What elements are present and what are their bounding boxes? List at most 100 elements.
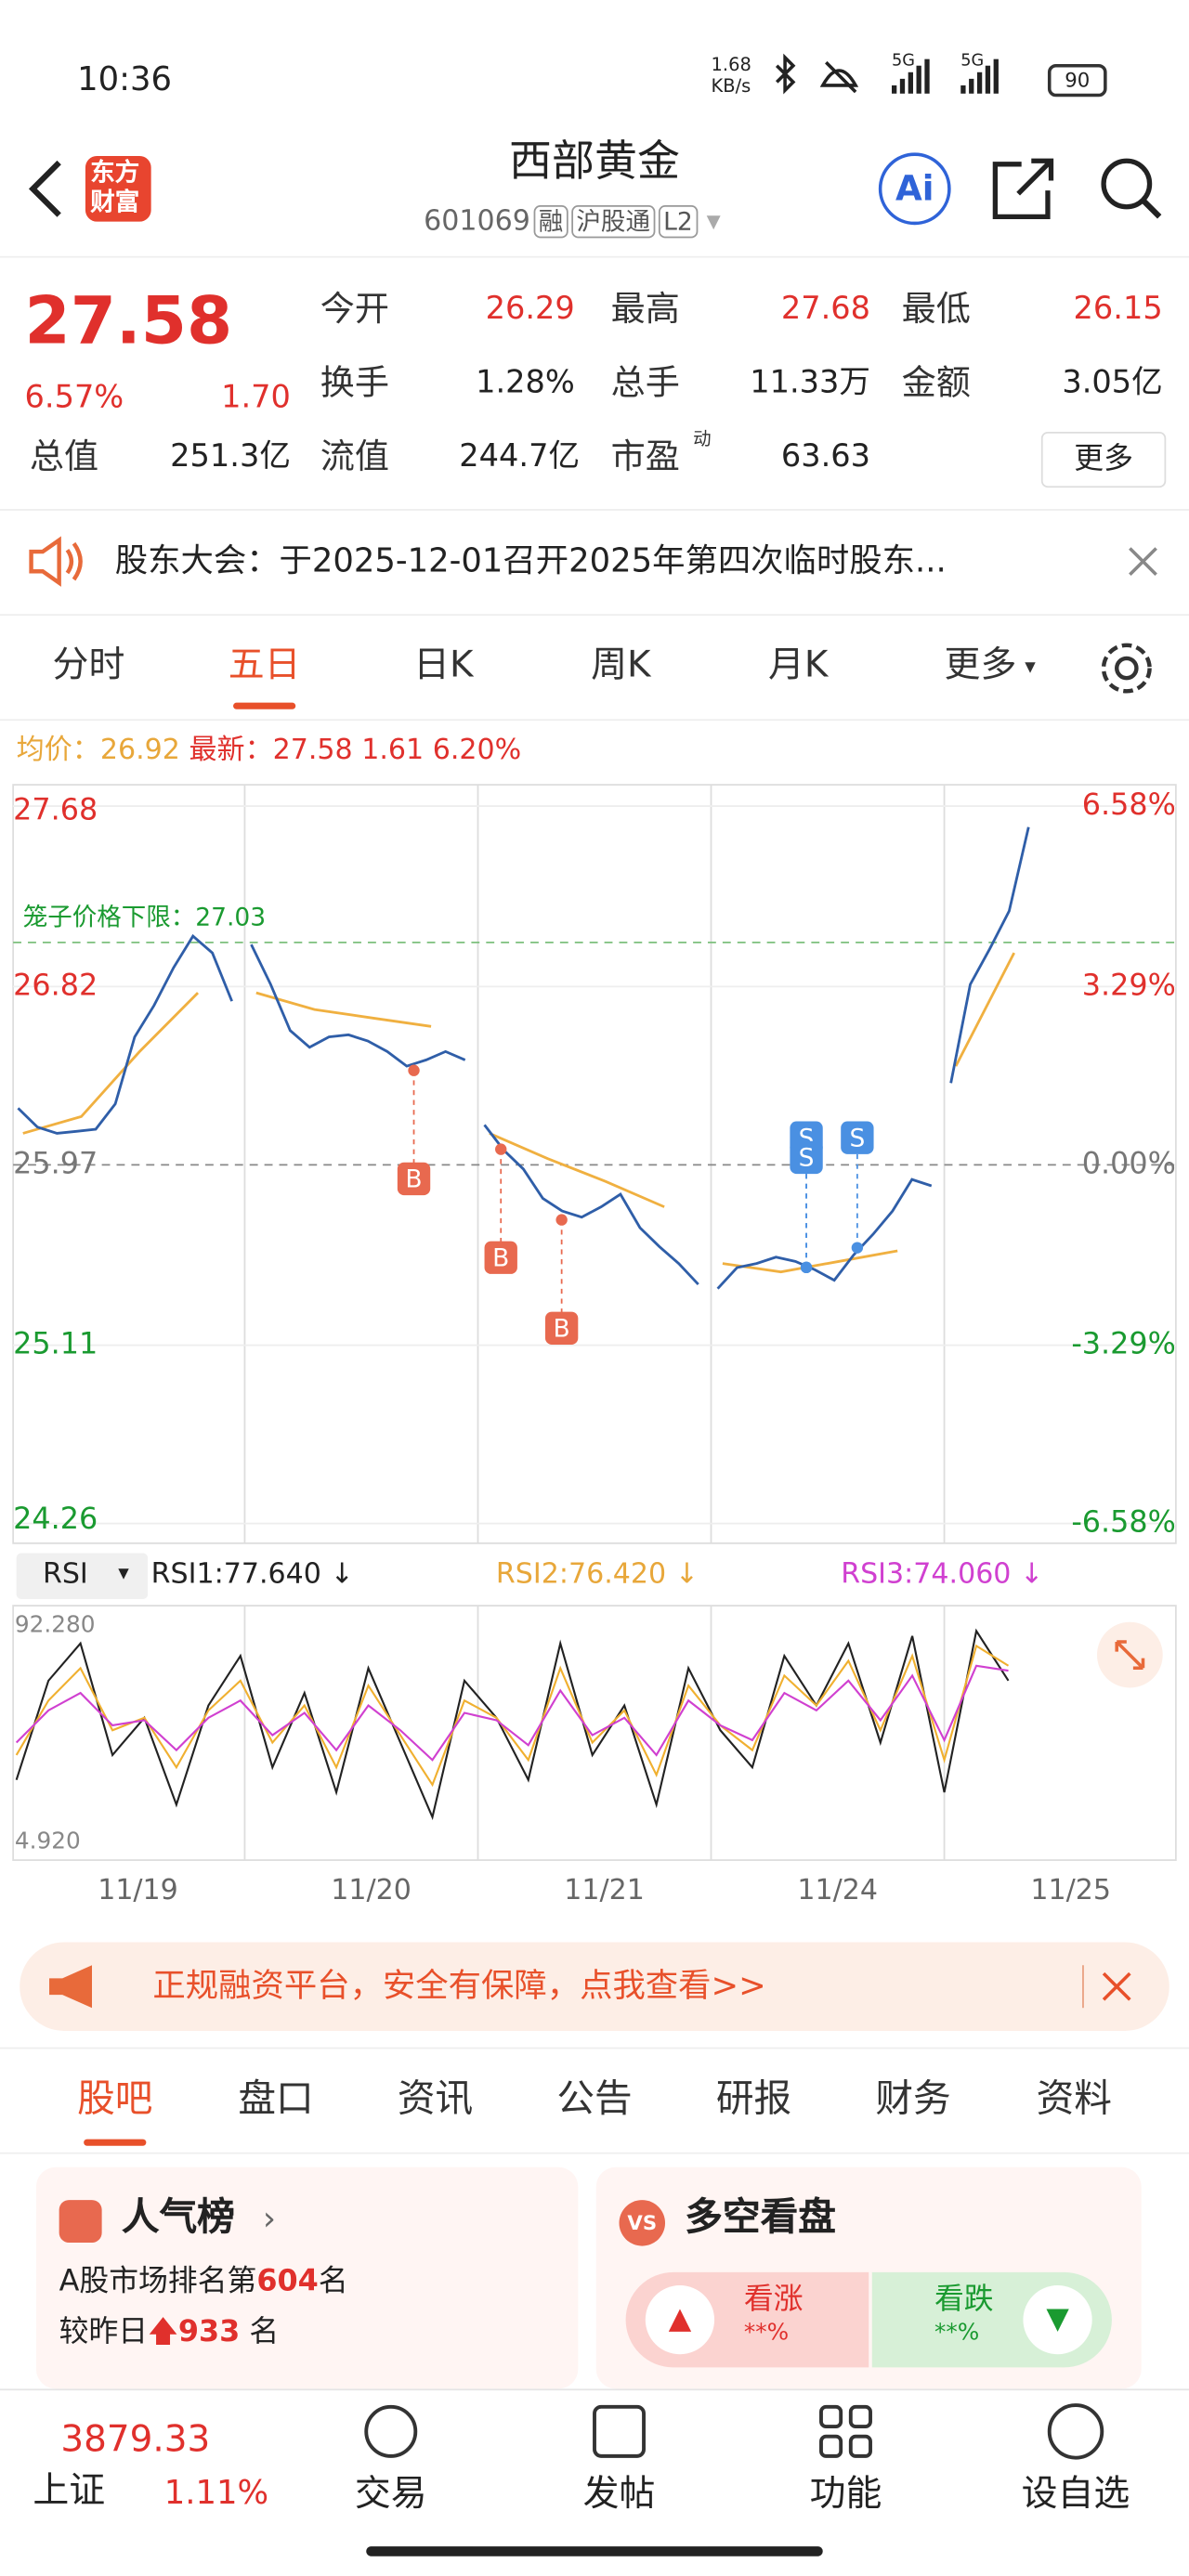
field-label: 总值: [29, 436, 99, 476]
avg-line: [22, 992, 200, 1135]
index-change: 1.11%: [163, 2472, 269, 2512]
header-actions: [992, 158, 1162, 220]
field-label: 市盈: [610, 436, 680, 476]
bear-label: 看跌: [934, 2282, 994, 2317]
signal-bars: [892, 59, 999, 94]
info-tab[interactable]: 资讯: [397, 2078, 474, 2122]
share-button[interactable]: [992, 158, 1054, 220]
tag: 融: [533, 204, 568, 239]
chevron: ›: [262, 2198, 277, 2238]
bear-value: **%: [934, 2320, 980, 2347]
down-icon: ▼: [1023, 2285, 1092, 2355]
more-button[interactable]: 更多: [1040, 431, 1167, 488]
index-value[interactable]: 3879.33: [60, 2419, 211, 2462]
bull-value: **%: [743, 2320, 790, 2347]
trade-icon: [364, 2404, 418, 2458]
post-icon: [593, 2404, 646, 2458]
signal-label: 5G: [960, 52, 985, 72]
marker-label: B: [492, 1244, 509, 1273]
rsi2-label: RSI2:76.420 ↓: [495, 1557, 699, 1592]
settings-button[interactable]: [1097, 639, 1156, 698]
close-button[interactable]: [1127, 545, 1159, 578]
period-tab[interactable]: 月K: [768, 644, 829, 687]
field-value: 251.3亿: [170, 438, 291, 475]
field-value: 26.15: [1073, 290, 1163, 327]
bull-button[interactable]: ▲ 看涨 **%: [625, 2271, 869, 2368]
nav-item[interactable]: 发帖: [582, 2474, 656, 2516]
period-tab[interactable]: 周K: [591, 644, 651, 687]
sentiment-card[interactable]: VS 多空看盘 ▲ 看涨 **% 看跌 **% ▼: [595, 2166, 1142, 2389]
field-value: 26.29: [485, 290, 575, 327]
field-value: 3.05亿: [1062, 364, 1163, 401]
field-label: 最高: [610, 289, 680, 329]
field-value: 1.28%: [476, 364, 575, 401]
banner-close[interactable]: [1101, 1971, 1133, 2003]
indicator-selector[interactable]: RSI ▾: [16, 1553, 149, 1599]
latest-label: 最新：: [189, 734, 273, 767]
divider: [0, 2152, 1189, 2154]
field-label: 最低: [901, 289, 971, 329]
marker-label: B: [405, 1165, 422, 1194]
rank-change: 933: [177, 2314, 241, 2349]
rank-line: A股市场排名第604名: [59, 2267, 348, 2297]
notice-text[interactable]: 股东大会：于2025-12-01召开2025年第四次临时股东...: [114, 540, 947, 580]
search-button[interactable]: [1101, 158, 1162, 219]
divider: [0, 614, 1189, 616]
index-name: 上证: [33, 2470, 106, 2512]
y2-tick-label: 6.58%: [1082, 787, 1176, 822]
nav-item[interactable]: 功能: [809, 2474, 882, 2516]
chart-header: 均价：26.92 最新：27.58 1.61 6.20%: [17, 734, 522, 767]
marker-label: S: [799, 1144, 815, 1173]
price-line: [250, 943, 466, 1068]
period-tab[interactable]: 更多: [944, 644, 1017, 687]
field-value: 11.33万: [750, 364, 871, 401]
marker-dot: [851, 1242, 864, 1254]
signal-label: 5G: [892, 52, 915, 72]
text: 名: [318, 2264, 348, 2299]
y2-tick-label: -6.58%: [1071, 1504, 1176, 1540]
nav-item[interactable]: 设自选: [1021, 2474, 1130, 2516]
logo-text: 东方: [90, 157, 140, 188]
popularity-card[interactable]: 人气榜 › A股市场排名第604名 较昨日🡅933 名: [35, 2166, 579, 2389]
bear-button[interactable]: 看跌 **% ▼: [871, 2271, 1112, 2368]
promo-banner[interactable]: 正规融资平台，安全有保障，点我查看>>: [20, 1942, 1169, 2031]
x-tick-label: 11/20: [331, 1874, 412, 1906]
dropdown-caret: ▾: [706, 204, 721, 239]
field-value: 63.63: [780, 438, 871, 475]
logo-text: 财富: [90, 187, 140, 217]
expand-icon: [1115, 1640, 1145, 1671]
marker-dot: [408, 1064, 420, 1076]
status-icons: [775, 53, 999, 95]
info-tab[interactable]: 研报: [715, 2078, 792, 2122]
info-tab[interactable]: 公告: [556, 2078, 633, 2122]
bluetooth-icon: [775, 53, 796, 95]
ai-button[interactable]: Ai: [878, 152, 951, 226]
battery: 90: [1047, 63, 1107, 98]
info-tab[interactable]: 财务: [875, 2078, 951, 2122]
info-tab[interactable]: 资料: [1036, 2078, 1112, 2122]
five-day-chart: 24.26 -6.58% 25.11 -3.29% 25.97 0.00% 26.82 3.2…: [12, 784, 1177, 1906]
card-title: 人气榜: [121, 2196, 235, 2240]
period-tab[interactable]: 五日: [228, 644, 301, 687]
nav-icons: [364, 2403, 1104, 2460]
stock-code-row: 601069 融沪股通 L2 ▾: [424, 204, 721, 239]
marker-badge: [484, 1241, 517, 1274]
price-line: [483, 1124, 699, 1286]
tag: L2: [658, 204, 699, 239]
divider: [0, 719, 1189, 722]
avg-value: 26.92: [99, 734, 180, 767]
back-button[interactable]: [20, 156, 69, 222]
text: 较昨日: [59, 2314, 149, 2349]
nav-item[interactable]: 交易: [354, 2474, 427, 2516]
separator: [1082, 1965, 1084, 2009]
period-tab[interactable]: 日K: [413, 644, 474, 687]
period-tab[interactable]: 分时: [52, 644, 125, 687]
rsi-line: [15, 1628, 1010, 1821]
field-label: 换手: [320, 362, 390, 403]
field-label-sup: 动: [693, 428, 712, 450]
info-tab[interactable]: 股吧: [77, 2078, 153, 2122]
text: 名: [249, 2314, 280, 2349]
y2-tick-label: 0.00%: [1082, 1145, 1176, 1180]
info-tab[interactable]: 盘口: [238, 2078, 314, 2122]
day-separators: [243, 785, 946, 1861]
